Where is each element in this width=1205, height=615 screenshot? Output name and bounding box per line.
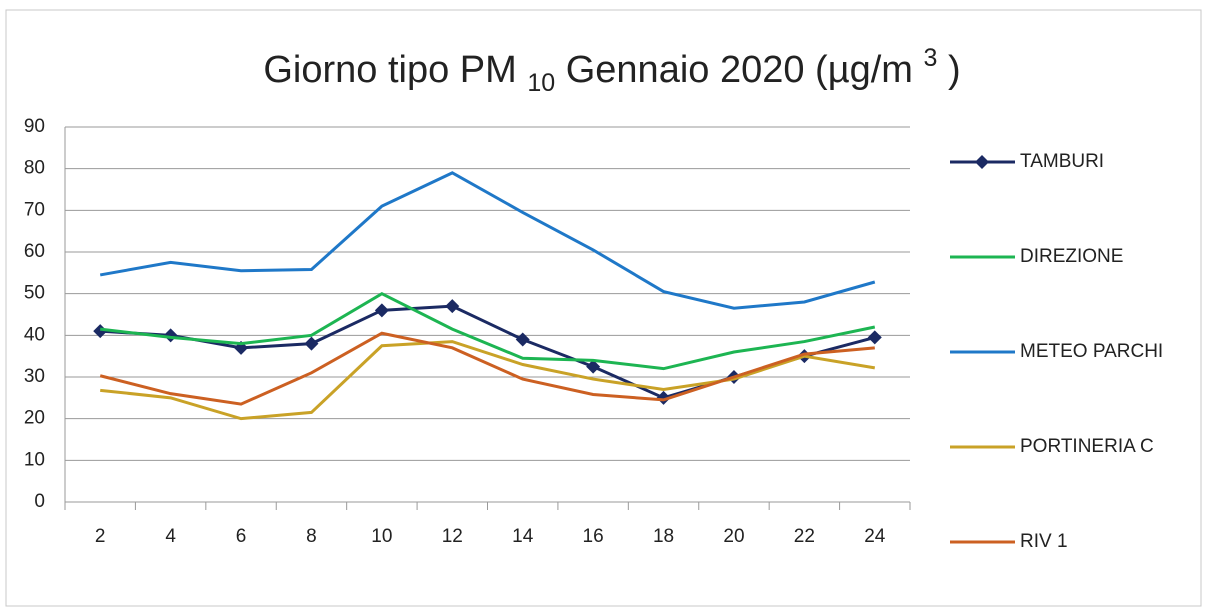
x-tick-label: 6	[236, 526, 247, 547]
x-tick-label: 18	[653, 526, 674, 547]
x-tick-label: 2	[95, 526, 106, 547]
y-tick-label: 50	[24, 283, 45, 304]
series-marker	[93, 324, 108, 339]
series-marker	[515, 332, 530, 347]
x-tick-label: 16	[583, 526, 604, 547]
title-subscript: 10	[527, 69, 555, 97]
x-tick-label: 20	[723, 526, 744, 547]
x-tick-label: 24	[864, 526, 886, 547]
series-marker	[374, 303, 389, 318]
x-tick-label: 22	[794, 526, 815, 547]
y-tick-label: 30	[24, 366, 45, 387]
legend-label: PORTINERIA C	[1020, 436, 1154, 457]
chart-frame	[5, 9, 1202, 607]
title-superscript: 3	[924, 44, 938, 72]
series-marker	[304, 336, 319, 351]
series-marker	[867, 330, 882, 345]
legend-marker	[975, 155, 989, 169]
series-marker	[586, 359, 601, 374]
series-marker	[445, 299, 460, 314]
series-line	[99, 331, 875, 406]
y-tick-label: 0	[34, 491, 45, 512]
x-tick-label: 4	[165, 526, 176, 547]
x-tick-label: 14	[512, 526, 534, 547]
legend-label: METEO PARCHI	[1020, 341, 1163, 362]
x-tick-label: 10	[371, 526, 392, 547]
chart-title: Giorno tipo PM 10 Gennaio 2020 (µg/m 3 )	[263, 36, 960, 103]
y-tick-label: 40	[24, 324, 45, 345]
y-tick-label: 80	[24, 158, 45, 179]
series-line	[100, 291, 876, 371]
series-line	[100, 340, 876, 421]
series-line	[99, 171, 876, 310]
y-tick-label: 10	[24, 449, 45, 470]
y-tick-label: 90	[24, 116, 45, 137]
x-tick-label: 8	[306, 526, 317, 547]
title-part: Giorno tipo PM	[263, 49, 516, 91]
y-tick-label: 20	[24, 408, 45, 429]
title-part: )	[948, 49, 961, 91]
series-marker	[656, 390, 671, 405]
title-part: Gennaio 2020 (µg/m	[566, 49, 913, 91]
legend-label: TAMBURI	[1020, 151, 1104, 172]
x-tick-label: 12	[442, 526, 463, 547]
y-tick-label: 60	[24, 241, 45, 262]
legend-label: RIV 1	[1020, 531, 1068, 552]
y-tick-label: 70	[24, 199, 45, 220]
legend-label: DIREZIONE	[1020, 246, 1123, 267]
